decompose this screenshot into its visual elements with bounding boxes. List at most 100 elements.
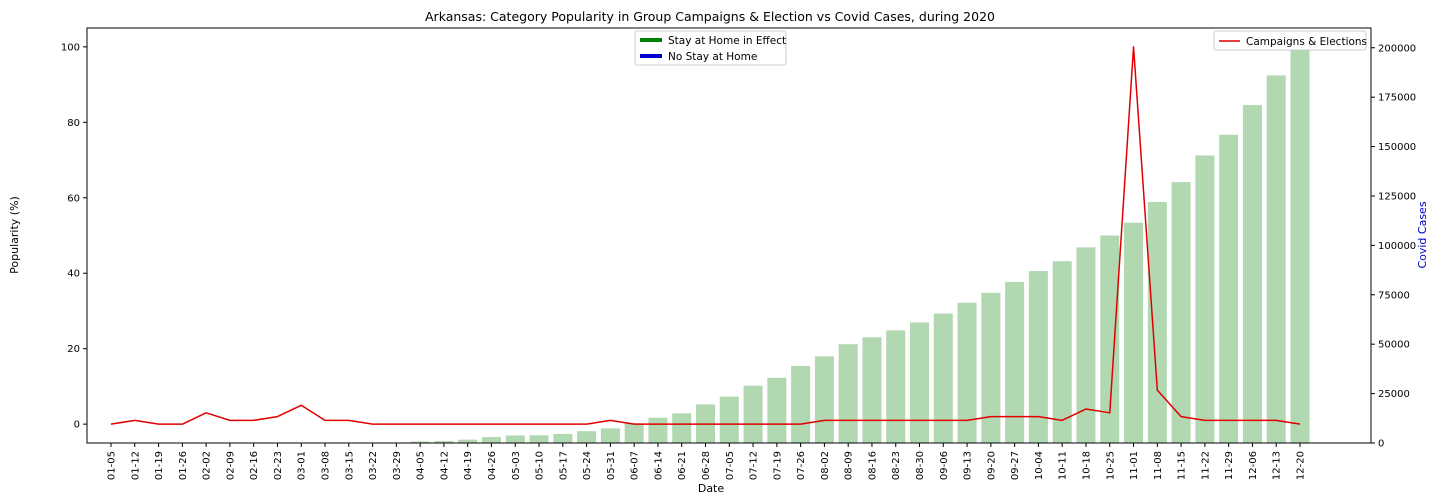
y-right-tick-label: 100000 (1378, 241, 1416, 252)
x-tick-label: 08-09 (844, 451, 855, 480)
bar-09-27 (1005, 281, 1025, 443)
y-right-tick-label: 125000 (1378, 191, 1416, 202)
x-tick-label: 03-29 (392, 451, 403, 480)
x-tick-label: 09-13 (963, 451, 974, 480)
bar-11-15 (1171, 182, 1191, 443)
x-tick-label: 05-31 (606, 451, 617, 480)
x-tick-label: 03-01 (297, 451, 308, 480)
bar-05-17 (553, 433, 573, 443)
bar-06-21 (672, 413, 692, 443)
bar-04-12 (434, 441, 454, 443)
x-tick-label: 09-27 (1010, 451, 1021, 480)
x-tick-label: 08-23 (891, 451, 902, 480)
x-tick-label: 03-15 (344, 451, 355, 480)
bar-07-12 (743, 385, 763, 443)
legend-label-stay-home: Stay at Home in Effect (668, 35, 786, 47)
bars-layer (386, 43, 1310, 444)
bar-12-06 (1242, 105, 1262, 443)
x-tick-label: 04-26 (487, 451, 498, 480)
legend-series: Campaigns & Elections (1213, 30, 1367, 51)
x-tick-label: 12-13 (1272, 451, 1283, 480)
x-tick-label: 07-26 (796, 451, 807, 480)
bar-07-19 (767, 377, 787, 443)
y-axis-right-label: Covid Cases (1416, 201, 1429, 268)
x-tick-label: 06-28 (701, 451, 712, 480)
x-tick-label: 02-02 (202, 451, 213, 480)
y-right-tick-label: 50000 (1378, 340, 1410, 351)
y-axis-right: 0 25000 50000 75000 100000 125000 150000 175000… (1371, 43, 1416, 450)
x-tick-label: 10-04 (1034, 451, 1045, 480)
x-axis-label: Date (698, 482, 725, 495)
y-left-tick-label: 100 (61, 42, 80, 53)
x-tick-label: 07-19 (772, 451, 783, 480)
chart-title: Arkansas: Category Popularity in Group C… (425, 9, 995, 24)
bar-11-08 (1147, 201, 1167, 443)
x-tick-label: 08-30 (915, 451, 926, 480)
y-right-tick-label: 0 (1378, 439, 1384, 450)
x-tick-label: 02-23 (273, 451, 284, 480)
bar-07-26 (791, 365, 811, 443)
x-tick-label: 06-07 (630, 451, 641, 480)
bar-09-13 (957, 302, 977, 443)
x-tick-label: 05-10 (535, 451, 546, 480)
x-tick-label: 11-29 (1224, 451, 1235, 480)
bar-05-03 (505, 435, 525, 443)
x-axis: 01-05 01-12 01-19 01-26 02-02 02-09 02-16 02-23… (107, 443, 1307, 480)
x-tick-label: 06-14 (653, 451, 664, 480)
x-tick-label: 04-19 (463, 451, 474, 480)
bar-08-30 (910, 322, 930, 443)
bar-10-25 (1100, 235, 1120, 443)
x-tick-label: 07-05 (725, 451, 736, 480)
bar-12-20 (1290, 43, 1310, 444)
x-tick-label: 02-16 (249, 451, 260, 480)
x-tick-label: 10-11 (1058, 451, 1069, 480)
bar-08-09 (838, 344, 858, 443)
y-right-tick-label: 200000 (1378, 43, 1416, 54)
x-tick-label: 04-05 (416, 451, 427, 480)
bar-10-04 (1028, 271, 1048, 443)
x-tick-label: 12-06 (1248, 451, 1259, 480)
legend-stay-at-home: Stay at Home in Effect No Stay at Home (634, 30, 787, 66)
x-tick-label: 08-02 (820, 451, 831, 480)
y-axis-left-label: Popularity (%) (8, 196, 21, 274)
x-tick-label: 11-08 (1153, 451, 1164, 480)
x-tick-label: 05-03 (511, 451, 522, 480)
x-tick-label: 05-24 (582, 451, 593, 480)
bar-04-05 (410, 441, 430, 443)
x-tick-label: 11-15 (1177, 451, 1188, 480)
x-tick-label: 04-12 (439, 451, 450, 480)
bar-11-22 (1195, 155, 1215, 443)
bar-08-16 (862, 337, 882, 443)
line-layer (110, 46, 1301, 425)
x-tick-label: 12-20 (1296, 451, 1307, 480)
bar-08-02 (814, 356, 834, 443)
x-tick-label: 01-12 (130, 451, 141, 480)
x-tick-label: 03-08 (321, 451, 332, 480)
bar-04-19 (458, 439, 478, 443)
bar-05-24 (577, 431, 597, 443)
legend-label-no-stay-home: No Stay at Home (668, 51, 757, 63)
y-right-tick-label: 25000 (1378, 389, 1410, 400)
bar-05-10 (529, 435, 549, 443)
x-tick-label: 02-09 (225, 451, 236, 480)
y-left-tick-label: 40 (67, 269, 80, 280)
x-tick-label: 01-05 (107, 451, 118, 480)
bar-05-31 (600, 428, 620, 443)
y-left-tick-label: 60 (67, 193, 80, 204)
y-right-tick-label: 150000 (1378, 142, 1416, 153)
y-left-tick-label: 80 (67, 118, 80, 129)
bar-06-07 (624, 423, 644, 443)
x-tick-label: 01-26 (178, 451, 189, 480)
bar-09-06 (933, 313, 953, 443)
bar-04-26 (481, 437, 501, 443)
x-tick-label: 11-01 (1129, 451, 1140, 480)
bar-06-14 (648, 417, 668, 443)
bar-07-05 (719, 396, 739, 443)
x-tick-label: 03-22 (368, 451, 379, 480)
y-right-tick-label: 75000 (1378, 290, 1410, 301)
bar-10-18 (1076, 247, 1096, 443)
y-left-tick-label: 0 (74, 420, 80, 431)
x-tick-label: 11-22 (1200, 451, 1211, 480)
bar-11-29 (1219, 134, 1239, 443)
